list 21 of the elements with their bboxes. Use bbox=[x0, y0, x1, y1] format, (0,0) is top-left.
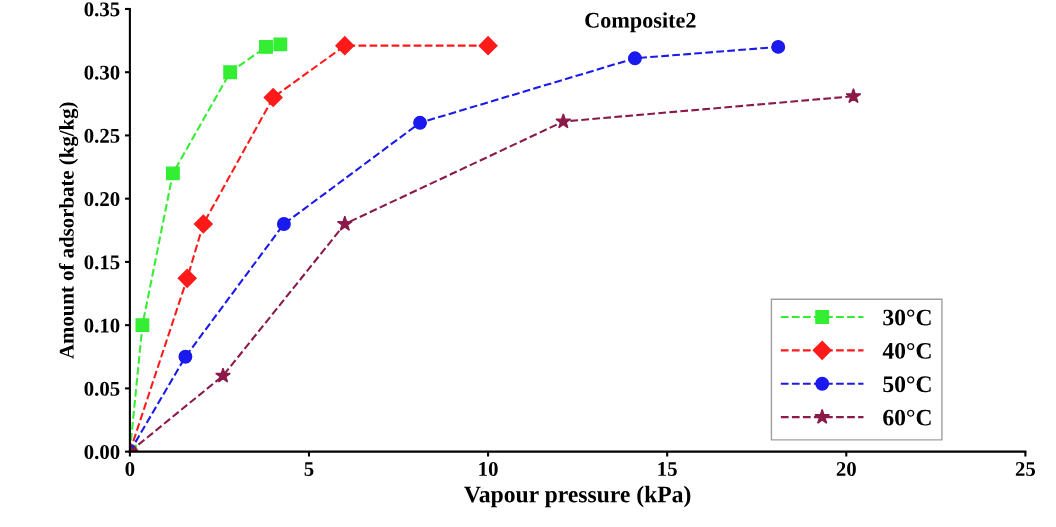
y-tick-label: 0.00 bbox=[84, 445, 120, 460]
x-tick-label: 15 bbox=[658, 462, 677, 477]
chart-title: Composite2 bbox=[585, 12, 696, 33]
y-tick-label: 0.35 bbox=[84, 2, 120, 17]
x-tick-label: 5 bbox=[304, 462, 314, 477]
x-tick-label: 25 bbox=[1015, 462, 1036, 477]
x-tick-label: 20 bbox=[836, 461, 856, 477]
y-tick-label: 0.30 bbox=[84, 65, 120, 80]
y-tick-label: 0.10 bbox=[84, 318, 120, 333]
y-tick-label: 0.20 bbox=[84, 192, 120, 207]
y-tick-label: 0.15 bbox=[84, 255, 120, 270]
y-tick-label: 0.25 bbox=[84, 128, 120, 143]
legend-label: 50°C bbox=[883, 376, 931, 393]
y-tick-label: 0.05 bbox=[84, 381, 120, 396]
legend-label: 30°C bbox=[883, 309, 931, 326]
legend-label: 40°C bbox=[882, 342, 931, 359]
y-axis-title: Amount of adsorbate (kg/kg) bbox=[58, 102, 79, 359]
x-tick-label: 10 bbox=[479, 461, 498, 477]
x-tick-label: 0 bbox=[125, 461, 135, 477]
legend-label: 60°C bbox=[883, 409, 931, 426]
x-axis-title: Vapour pressure (kPa) bbox=[464, 485, 691, 508]
